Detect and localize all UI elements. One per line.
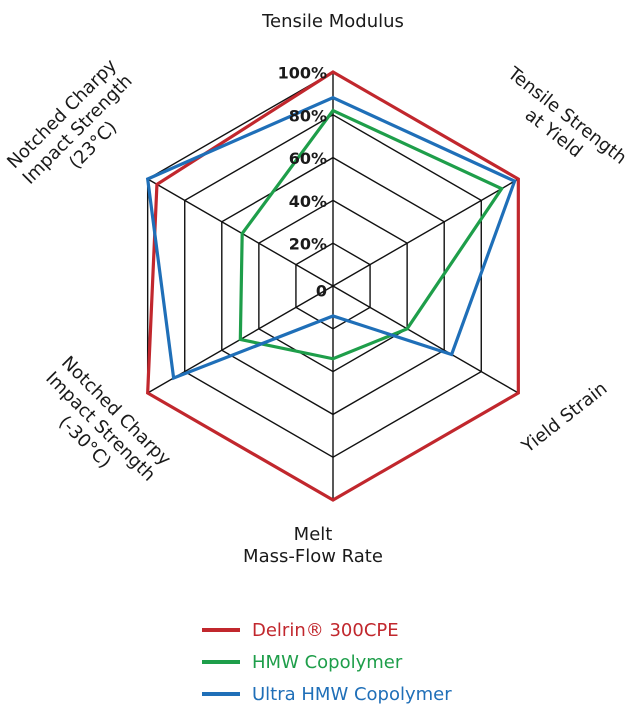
axis-spoke (332, 178, 519, 287)
tick-label: 40% (289, 192, 327, 211)
axis-label-line: Yield Strain (517, 378, 611, 458)
axis-spoke (147, 178, 334, 287)
radar-series (145, 70, 520, 502)
tick-label: 0 (316, 282, 327, 301)
axis-label-line: Tensile Modulus (261, 11, 404, 32)
legend-item-delrin: Delrin® 300CPE (202, 614, 452, 646)
axis-label-line: Mass-Flow Rate (243, 546, 383, 567)
legend-swatch-ultra-hmw (202, 692, 240, 696)
axis-label: Tensile Modulus (261, 11, 404, 32)
legend-item-ultra-hmw: Ultra HMW Copolymer (202, 678, 452, 710)
tick-label: 20% (289, 235, 327, 254)
radar-tick-labels: 0 20% 40% 60% 80% 100% (278, 64, 327, 301)
axis-label: Tensile Strengthat Yield (489, 63, 630, 186)
legend-swatch-delrin (202, 628, 240, 632)
legend-swatch-hmw (202, 660, 240, 664)
legend-label-hmw: HMW Copolymer (252, 651, 403, 673)
series-hmw-copolymer (238, 108, 505, 361)
series-delrin-300cpe (146, 70, 520, 502)
tick-label: 100% (278, 64, 327, 83)
legend-label-ultra-hmw: Ultra HMW Copolymer (252, 683, 452, 705)
radar-grid (146, 71, 520, 501)
tick-label: 60% (289, 149, 327, 168)
axis-label: Notched CharpyImpact Strength(23°C) (3, 55, 152, 204)
axis-label: Notched CharpyImpact Strength(-30°C) (26, 352, 175, 501)
legend-label-delrin: Delrin® 300CPE (252, 619, 399, 641)
legend: Delrin® 300CPE HMW Copolymer Ultra HMW C… (202, 614, 452, 710)
legend-item-hmw: HMW Copolymer (202, 646, 452, 678)
axis-label: Melt Mass-Flow Rate (243, 524, 383, 567)
axis-label-line: Melt (294, 524, 333, 545)
tick-label: 80% (289, 106, 327, 125)
axis-spoke (332, 285, 519, 394)
axis-label: Yield Strain (517, 378, 611, 458)
series-ultra-hmw-copolymer (145, 95, 517, 381)
